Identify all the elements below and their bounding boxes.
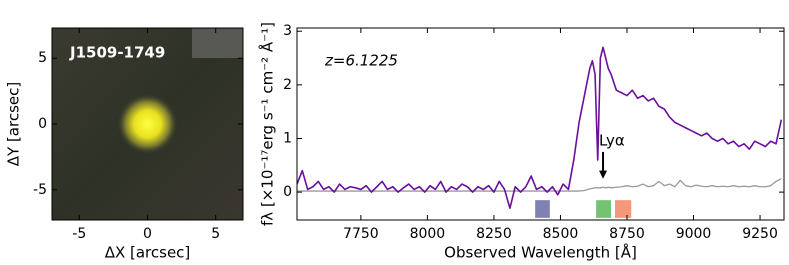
y-tick-label: -5 (33, 182, 47, 198)
x-tick-label: 0 (143, 226, 152, 242)
x-tick-label: 9000 (676, 226, 712, 242)
spectrum-line (297, 46, 783, 209)
image-corner (192, 28, 243, 58)
annotation-arrowhead (599, 170, 608, 179)
object-label: J1509-1749 (69, 44, 165, 62)
filter-band (596, 200, 612, 218)
spectrum-line (297, 178, 782, 192)
y-axis-label: ΔY [arcsec] (5, 82, 23, 166)
quasar-source (117, 94, 178, 154)
x-axis-label: ΔX [arcsec] (105, 244, 191, 262)
plot-area (297, 46, 783, 218)
redshift-annotation: z=6.1225 (324, 52, 398, 70)
y-tick-label: 0 (38, 116, 47, 132)
x-tick-label: 8250 (476, 226, 512, 242)
y-tick-label: 3 (283, 23, 292, 39)
x-tick-label: 8750 (609, 226, 645, 242)
x-tick-label: 7750 (343, 226, 379, 242)
frame (296, 27, 785, 221)
y-tick-label: 2 (283, 77, 292, 93)
x-tick-label: -5 (72, 226, 86, 242)
x-tick-label: 9250 (742, 226, 778, 242)
filter-band (535, 200, 550, 218)
x-tick-label: 8000 (410, 226, 446, 242)
y-tick-label: 1 (283, 130, 292, 146)
filter-band (615, 200, 632, 218)
y-tick-label: 0 (283, 184, 292, 200)
frame (51, 27, 244, 221)
x-tick-label: 5 (211, 226, 220, 242)
x-axis-label: Observed Wavelength [Å] (444, 243, 637, 262)
x-tick-label: 8500 (543, 226, 579, 242)
y-axis-label: fλ [×10⁻¹⁷erg s⁻¹ cm⁻² Å⁻¹] (258, 22, 277, 226)
y-tick-label: 5 (38, 50, 47, 66)
line-annotation: Lyα (599, 132, 625, 150)
